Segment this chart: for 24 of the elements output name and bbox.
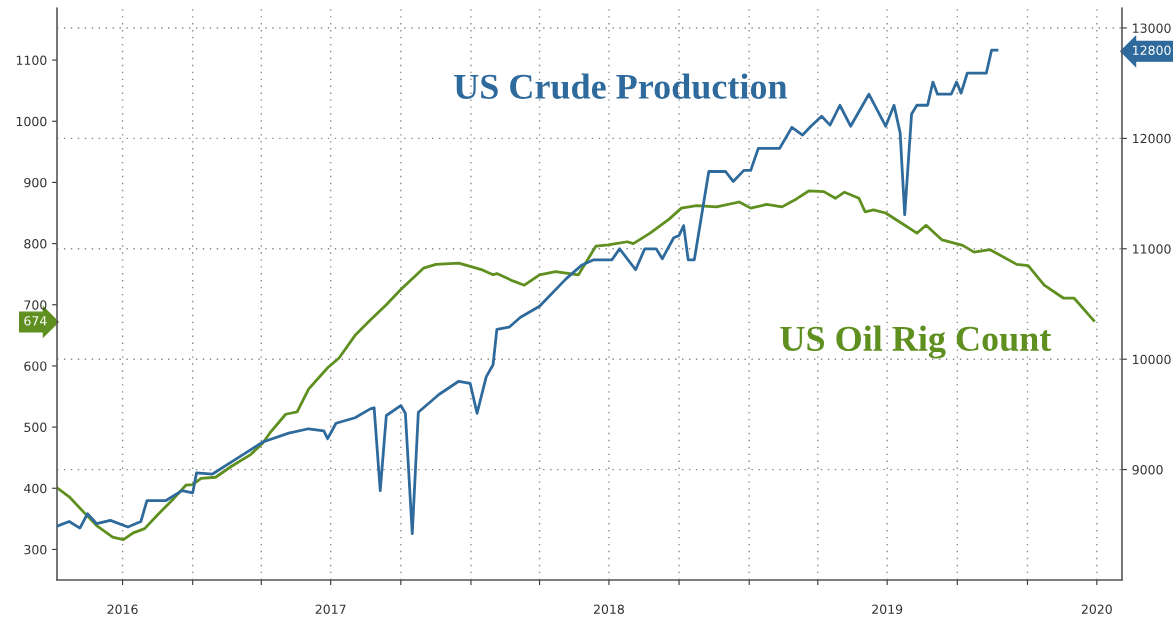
x-tick-label: 2019 xyxy=(872,604,903,614)
y2-tick-label: 12800 xyxy=(1133,45,1171,55)
y-tick-label: 300 xyxy=(24,544,47,555)
y-tick-label: 400 xyxy=(24,483,47,494)
y-tick-label: 600 xyxy=(24,361,47,371)
y2-tick-label: 10000 xyxy=(1133,354,1171,365)
y-tick-label: 1000 xyxy=(16,116,47,127)
y2-tick-label: 9000 xyxy=(1132,465,1163,475)
line-series xyxy=(57,189,1096,542)
y2-tick-label: 12000 xyxy=(1133,133,1171,144)
y-tick-label: 800 xyxy=(24,239,47,249)
y-tick-label: 674 xyxy=(24,316,47,326)
x-tick-label: 2016 xyxy=(107,604,138,614)
y-tick-label: 500 xyxy=(24,422,47,433)
series-label: US Crude Production xyxy=(454,73,788,99)
y-tick-label: 900 xyxy=(24,177,47,188)
series-label: US Oil Rig Count xyxy=(780,325,1052,359)
y-tick-label: 1100 xyxy=(16,55,47,66)
y2-tick-label: 13000 xyxy=(1133,23,1171,33)
y-tick-label: 700 xyxy=(24,300,47,310)
x-tick-label: 2018 xyxy=(593,604,624,614)
x-tick-label: 2020 xyxy=(1081,604,1112,614)
y2-tick-label: 11000 xyxy=(1133,244,1171,254)
x-tick-label: 2017 xyxy=(315,604,346,614)
